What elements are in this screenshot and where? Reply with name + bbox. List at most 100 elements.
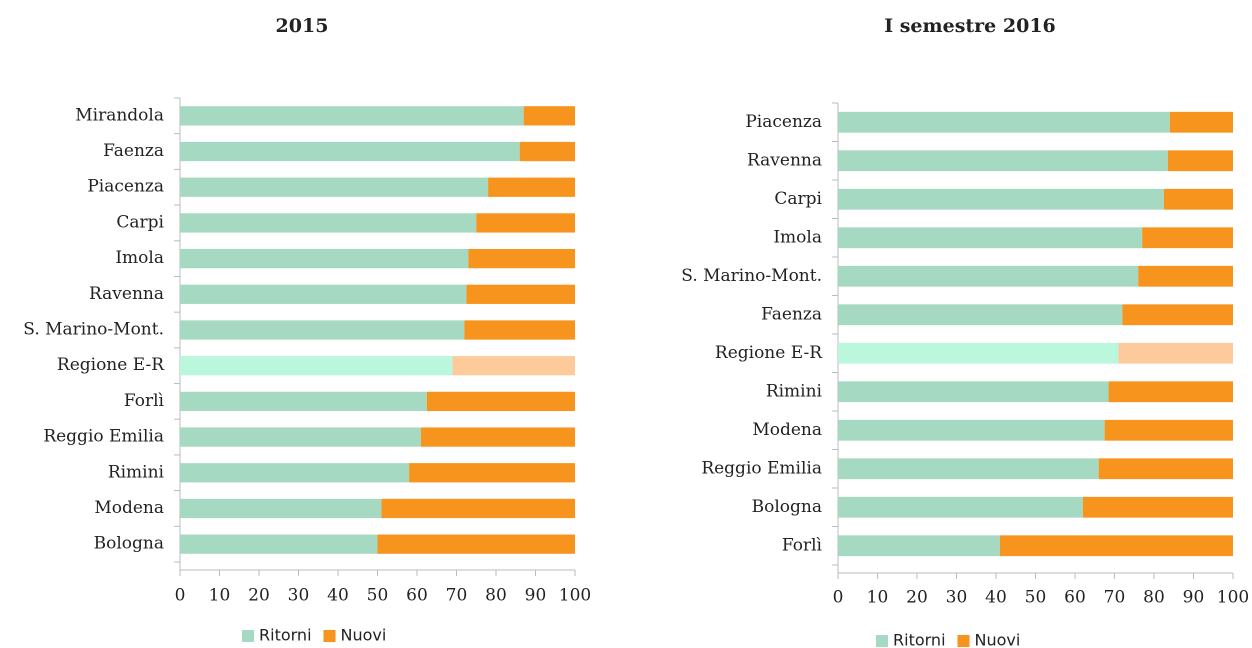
x-tick-label: 70 — [1104, 588, 1126, 608]
x-tick-label: 100 — [1217, 588, 1249, 608]
bar-segment — [1098, 458, 1233, 480]
y-tick-label: Forlì — [124, 391, 165, 411]
y-tick-label: Forlì — [782, 535, 823, 555]
y-tick-label: Reggio Emilia — [701, 458, 822, 478]
x-tick-label: 40 — [985, 588, 1007, 608]
x-tick-label: 90 — [1183, 588, 1205, 608]
bar-segment — [1122, 304, 1233, 326]
x-tick-label: 10 — [209, 586, 231, 606]
bar-segment — [1163, 188, 1233, 210]
y-tick-label: S. Marino-Mont. — [681, 266, 822, 286]
bar-segment — [1167, 150, 1233, 172]
bar-segment — [381, 498, 575, 519]
y-tick-label: Faenza — [761, 304, 822, 324]
x-tick-label: 0 — [175, 586, 186, 606]
bar-segment — [180, 498, 382, 519]
bar-segment — [180, 463, 410, 483]
y-tick-label: Mirandola — [75, 105, 164, 125]
bar-segment — [180, 284, 467, 304]
legend-label: Nuovi — [975, 631, 1021, 648]
bar-segment — [838, 111, 1170, 133]
bar-segment — [468, 248, 575, 269]
bar-segment — [1169, 111, 1233, 133]
x-tick-label: 0 — [833, 588, 844, 608]
bar-segment — [466, 284, 575, 304]
legend-label: Ritorni — [893, 631, 946, 648]
bar-segment — [1108, 381, 1233, 403]
bar-segment — [180, 391, 427, 412]
legend-label: Nuovi — [341, 626, 387, 645]
bar-segment — [464, 320, 575, 340]
y-tick-label: Rimini — [108, 462, 165, 482]
x-tick-label: 90 — [525, 586, 547, 606]
y-tick-label: Imola — [115, 248, 164, 268]
y-tick-label: Faenza — [103, 141, 164, 161]
x-tick-label: 30 — [946, 588, 968, 608]
x-tick-label: 50 — [367, 586, 389, 606]
y-tick-label: S. Marino-Mont. — [23, 320, 164, 340]
x-tick-label: 80 — [1143, 588, 1165, 608]
y-tick-label: Carpi — [116, 212, 164, 232]
y-tick-label: Imola — [773, 227, 822, 247]
bar-segment — [476, 213, 575, 233]
y-tick-label: Ravenna — [89, 284, 164, 304]
bar-segment — [838, 265, 1139, 287]
y-tick-label: Regione E-R — [715, 343, 823, 363]
bar-segment — [180, 320, 465, 340]
y-tick-label: Rimini — [766, 381, 823, 401]
x-tick-label: 40 — [327, 586, 349, 606]
y-tick-label: Modena — [94, 498, 164, 518]
bar-segment — [180, 213, 477, 233]
x-tick-label: 80 — [485, 586, 507, 606]
x-tick-label: 20 — [248, 586, 270, 606]
y-tick-label: Ravenna — [747, 150, 822, 170]
bar-segment — [1142, 227, 1233, 249]
x-tick-label: 50 — [1025, 588, 1047, 608]
bar-segment — [377, 534, 575, 554]
legend-swatch — [242, 630, 254, 642]
bar-segment — [180, 427, 421, 447]
bar-segment — [838, 419, 1105, 441]
legend-swatch — [323, 630, 336, 642]
x-tick-label: 60 — [406, 586, 428, 606]
x-tick-label: 10 — [867, 588, 889, 608]
x-tick-label: 30 — [288, 586, 310, 606]
bar-segment — [452, 356, 575, 376]
bar-segment — [1104, 419, 1233, 441]
y-tick-label: Reggio Emilia — [43, 427, 164, 447]
x-tick-label: 100 — [559, 586, 591, 606]
bar-segment — [838, 496, 1083, 518]
bar-segment — [838, 458, 1099, 480]
chart-title: I semestre 2016 — [884, 15, 1056, 37]
y-tick-label: Bologna — [752, 497, 822, 517]
bar-segment — [180, 534, 378, 554]
bar-segment — [838, 150, 1168, 172]
legend-label: Ritorni — [259, 626, 312, 645]
y-tick-label: Piacenza — [87, 177, 164, 197]
x-tick-label: 70 — [446, 586, 468, 606]
bar-segment — [420, 427, 575, 447]
y-tick-label: Modena — [752, 420, 822, 440]
bar-segment — [180, 177, 489, 197]
bar-segment — [426, 391, 575, 412]
bar-segment — [838, 535, 1000, 557]
bar-segment — [180, 141, 520, 162]
bar-segment — [180, 356, 453, 376]
bar-segment — [838, 227, 1143, 249]
y-tick-label: Bologna — [94, 534, 164, 554]
chart-title: 2015 — [276, 15, 329, 37]
bar-segment — [1118, 342, 1233, 364]
bar-segment — [180, 106, 524, 126]
legend-swatch — [957, 635, 970, 647]
x-tick-label: 60 — [1064, 588, 1086, 608]
y-tick-label: Regione E-R — [57, 355, 165, 375]
bar-segment — [838, 188, 1164, 210]
bar-segment — [1138, 265, 1233, 287]
bar-segment — [838, 342, 1119, 364]
bar-segment — [409, 463, 575, 483]
bar-segment — [999, 535, 1233, 557]
bar-segment — [519, 141, 575, 162]
x-tick-label: 20 — [906, 588, 928, 608]
bar-segment — [488, 177, 575, 197]
y-tick-label: Carpi — [774, 189, 822, 209]
